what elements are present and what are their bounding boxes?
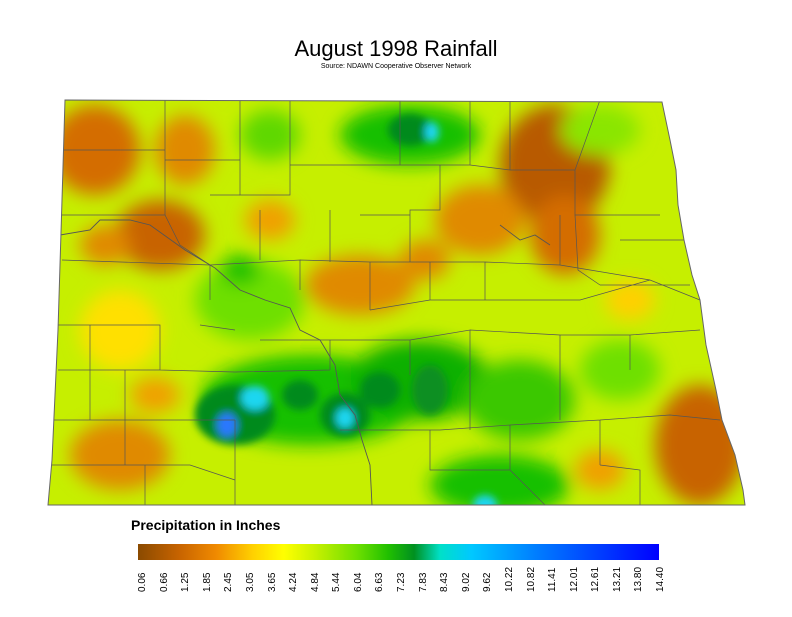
legend-color-bar <box>138 544 659 560</box>
legend-tick-label: 5.44 <box>331 572 343 592</box>
lake-line <box>499 224 551 246</box>
legend-tick-label: 6.63 <box>374 572 386 592</box>
legend-tick-label: 10.82 <box>525 566 537 592</box>
legend-tick-label: 14.40 <box>655 566 666 592</box>
legend-title: Precipitation in Inches <box>131 517 281 533</box>
dry-area <box>130 377 180 413</box>
river-west <box>59 219 216 269</box>
cyan-spot <box>473 495 497 505</box>
dry-area <box>245 200 295 240</box>
heavy-rainfall-spots <box>195 114 497 505</box>
cyan-spot <box>241 386 269 410</box>
map-title: August 1998 Rainfall <box>294 36 498 61</box>
dry-area <box>435 185 525 255</box>
legend-tick-label: 1.25 <box>180 572 192 592</box>
rainfall-field <box>48 100 745 505</box>
legend-tick-label: 7.83 <box>417 572 429 592</box>
map-subtitle: Source: NDAWN Cooperative Observer Netwo… <box>320 63 472 70</box>
legend-tick-label: 4.84 <box>309 572 321 592</box>
legend-tick-label: 3.65 <box>266 572 278 592</box>
legend-tick-label: 4.24 <box>288 572 300 592</box>
state-outline <box>47 99 746 506</box>
wet-area <box>240 110 300 160</box>
missouri-river <box>214 267 373 505</box>
legend-tick-label: 12.61 <box>590 566 602 592</box>
dry-area <box>305 255 415 315</box>
wet-area <box>195 260 305 340</box>
legend-tick-label: 11.41 <box>547 567 559 592</box>
legend-tick-label: 12.01 <box>568 566 580 592</box>
legend-tick-label: 0.66 <box>158 572 170 592</box>
legend-tick-label: 13.21 <box>611 566 623 592</box>
blue-spot <box>217 413 237 437</box>
legend-tick-label: 3.05 <box>244 572 256 592</box>
legend-tick-label: 8.43 <box>439 572 451 592</box>
wet-area <box>220 255 260 285</box>
dry-area <box>530 195 600 275</box>
very-wet-spot <box>412 365 448 415</box>
dry-area <box>80 290 160 370</box>
legend-tick-label: 2.45 <box>223 572 235 592</box>
cyan-spot <box>336 408 354 428</box>
dry-area <box>400 240 450 280</box>
very-wet-spot <box>388 114 432 146</box>
legend-tick-label: 6.04 <box>352 572 364 592</box>
legend-tick-label: 0.06 <box>137 572 148 592</box>
cyan-spot <box>425 122 439 142</box>
wet-area <box>465 360 575 440</box>
legend-tick-label: 10.22 <box>503 566 515 592</box>
wet-area <box>580 340 660 400</box>
dry-area <box>605 280 655 320</box>
dry-area <box>575 450 625 490</box>
legend-tick-label: 13.80 <box>633 566 645 592</box>
dry-area <box>70 420 170 490</box>
wet-area <box>560 105 640 155</box>
dry-area <box>115 200 205 270</box>
legend-tick-label: 7.23 <box>396 572 407 592</box>
very-wet-spot <box>360 372 400 408</box>
dry-area <box>80 225 130 265</box>
river-lines <box>59 219 551 505</box>
wet-area <box>430 455 570 505</box>
dry-area <box>155 115 215 185</box>
legend-tick-label: 9.62 <box>482 572 494 592</box>
legend-tick-label: 9.02 <box>460 572 472 592</box>
legend-tick-label: 1.85 <box>201 572 213 592</box>
very-wet-spot <box>282 380 318 410</box>
